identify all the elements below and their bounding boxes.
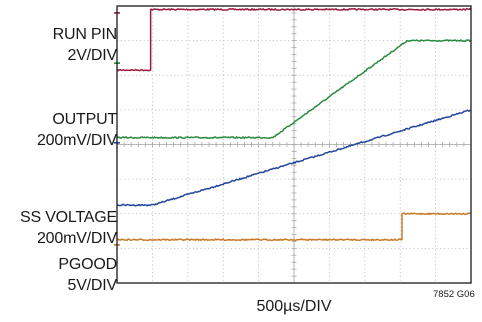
label-run-pin-scale: 2V/DIV xyxy=(67,47,118,64)
x-axis-label: 500µs/DIV xyxy=(256,298,332,315)
traces xyxy=(116,8,472,242)
label-output-name: OUTPUT xyxy=(52,111,117,128)
label-ss-voltage-name: SS VOLTAGE xyxy=(20,209,117,226)
trace-ss xyxy=(116,109,472,207)
label-ss-voltage: SS VOLTAGE 200mV/DIV xyxy=(20,207,117,249)
plot-frame xyxy=(116,5,472,284)
label-output-scale: 200mV/DIV xyxy=(36,132,117,149)
label-run-pin: RUN PIN 2V/DIV xyxy=(52,24,118,66)
trace-output xyxy=(116,39,472,140)
grid xyxy=(117,6,471,283)
trace-run xyxy=(116,8,472,72)
trace-pgood xyxy=(116,212,472,242)
label-pgood: PGOOD 5V/DIV xyxy=(58,254,117,296)
label-pgood-name: PGOOD xyxy=(58,256,117,273)
label-run-pin-name: RUN PIN xyxy=(52,26,118,43)
label-ss-voltage-scale: 200mV/DIV xyxy=(36,230,117,247)
label-pgood-scale: 5V/DIV xyxy=(67,277,118,294)
figure-id: 7852 G06 xyxy=(433,289,475,300)
label-output: OUTPUT 200mV/DIV xyxy=(37,109,117,151)
